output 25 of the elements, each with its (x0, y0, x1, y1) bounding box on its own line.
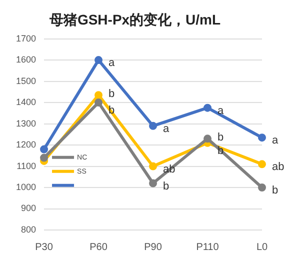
annotation: a (218, 104, 225, 117)
chart-title: 母猪GSH-Px的变化，U/mL (48, 11, 222, 28)
y-tick-label: 1400 (16, 97, 36, 108)
y-tick-label: 1200 (16, 140, 36, 150)
y-tick-label: 1300 (16, 118, 36, 128)
x-tick-label: P110 (196, 242, 220, 253)
y-tick-label: 900 (20, 203, 36, 214)
x-tick-label: P30 (35, 242, 54, 253)
y-tick-label: 800 (20, 224, 36, 234)
annotation: a (108, 57, 116, 70)
y-tick-label: 1100 (16, 160, 36, 171)
annotation: ab (272, 161, 284, 174)
y-tick-label: 1000 (16, 182, 36, 192)
x-tick-label: P60 (90, 242, 108, 253)
y-tick-label: 1700 (16, 33, 36, 44)
y-tick-label: 1600 (16, 54, 36, 65)
annotation: b (108, 88, 115, 100)
annotation: a (272, 134, 279, 147)
x-tick-label: P90 (144, 242, 162, 253)
annotation: b (272, 184, 278, 197)
x-tick-label: L0 (256, 242, 268, 253)
annotation: b (163, 180, 170, 192)
annotation: a (163, 122, 170, 135)
y-tick-label: 1500 (16, 76, 36, 86)
annotation: b (218, 132, 224, 144)
